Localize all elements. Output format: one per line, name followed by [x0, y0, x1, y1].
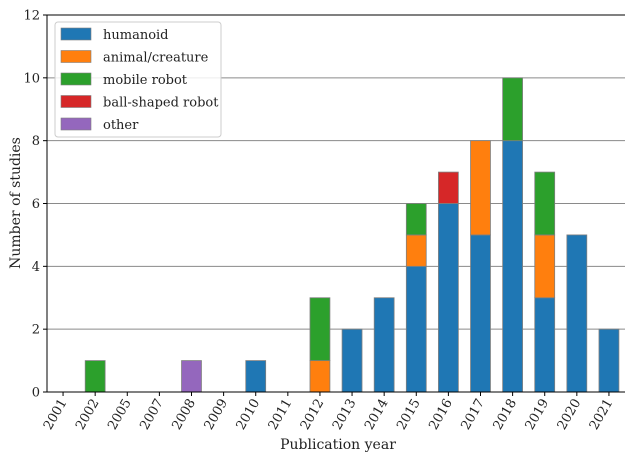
x-tick-label: 2002	[73, 397, 103, 433]
y-tick-label: 4	[32, 260, 40, 275]
bar-segment-animal-creature	[534, 234, 556, 299]
bar-segment-other	[181, 360, 202, 393]
legend-label: animal/creature	[103, 51, 209, 66]
legend-box	[54, 21, 222, 138]
bar-segment-humanoid	[405, 265, 427, 393]
y-tick-label: 12	[23, 9, 40, 24]
x-tick-label: 2020	[555, 397, 585, 433]
bar-segment-humanoid	[470, 234, 491, 393]
bar-segment-mobile-robot	[405, 203, 427, 236]
x-tick-label: 2012	[298, 397, 328, 433]
bar-segment-humanoid	[598, 328, 620, 393]
x-tick-label: 2013	[330, 397, 360, 433]
bar-segment-animal-creature	[309, 360, 331, 393]
x-tick-label: 2016	[426, 397, 456, 433]
y-tick-label: 2	[32, 323, 40, 338]
legend-swatch	[60, 50, 92, 63]
legend-label: humanoid	[103, 28, 169, 43]
bar-segment-humanoid	[245, 360, 267, 393]
x-axis-title: Publication year	[280, 437, 396, 453]
y-tick-label: 0	[32, 386, 40, 401]
x-tick-label: 2015	[394, 397, 424, 433]
x-tick-label: 2009	[202, 397, 232, 433]
bar-segment-humanoid	[502, 140, 523, 393]
y-axis-title: Number of studies	[8, 137, 24, 269]
y-tick-labels: 0 2 4 6 8 10 12	[23, 9, 47, 401]
bar-segment-humanoid	[373, 297, 395, 393]
bar-segment-humanoid	[534, 297, 556, 393]
x-tick-label: 2018	[491, 397, 521, 433]
x-tick-label: 2019	[523, 397, 553, 433]
legend-label: other	[103, 118, 139, 133]
legend-swatch	[60, 117, 92, 131]
legend-swatch	[60, 95, 92, 108]
bar-segment-mobile-robot	[502, 77, 523, 142]
bar-segment-mobile-robot	[84, 360, 106, 393]
x-tick-label: 2014	[362, 397, 392, 433]
x-tick-label: 2011	[266, 397, 296, 433]
bar-segment-humanoid	[341, 328, 363, 393]
bar-segment-animal-creature	[470, 140, 491, 236]
bar-segment-mobile-robot	[309, 297, 331, 361]
legend-swatch	[60, 27, 92, 41]
x-tick-label: 2010	[234, 397, 264, 433]
bar-segment-humanoid	[566, 234, 588, 393]
bar-segment-animal-creature	[405, 234, 427, 267]
bar-segment-humanoid	[438, 203, 459, 393]
y-tick-label: 10	[23, 71, 40, 86]
x-tick-label: 2021	[587, 397, 617, 433]
legend-label: ball-shaped robot	[103, 96, 219, 111]
x-tick-label: 2007	[137, 397, 167, 433]
y-tick-label: 6	[32, 197, 40, 212]
x-tick-label: 2017	[458, 397, 488, 433]
bar-segment-mobile-robot	[534, 171, 556, 236]
legend: humanoid animal/creature mobile robot ball-…	[54, 21, 222, 138]
x-tick-label: 2001	[41, 397, 71, 433]
x-tick-label: 2008	[169, 397, 199, 433]
legend-label: mobile robot	[103, 73, 188, 88]
x-tick-label: 2005	[105, 397, 135, 433]
x-tick-labels: 2001 2002 2005 2007 2008 2009 2010 2011 2012 2013…	[41, 392, 616, 433]
legend-swatch	[60, 72, 92, 86]
y-tick-label: 8	[32, 134, 40, 149]
bar-segment-ball-shaped-robot	[438, 171, 459, 204]
